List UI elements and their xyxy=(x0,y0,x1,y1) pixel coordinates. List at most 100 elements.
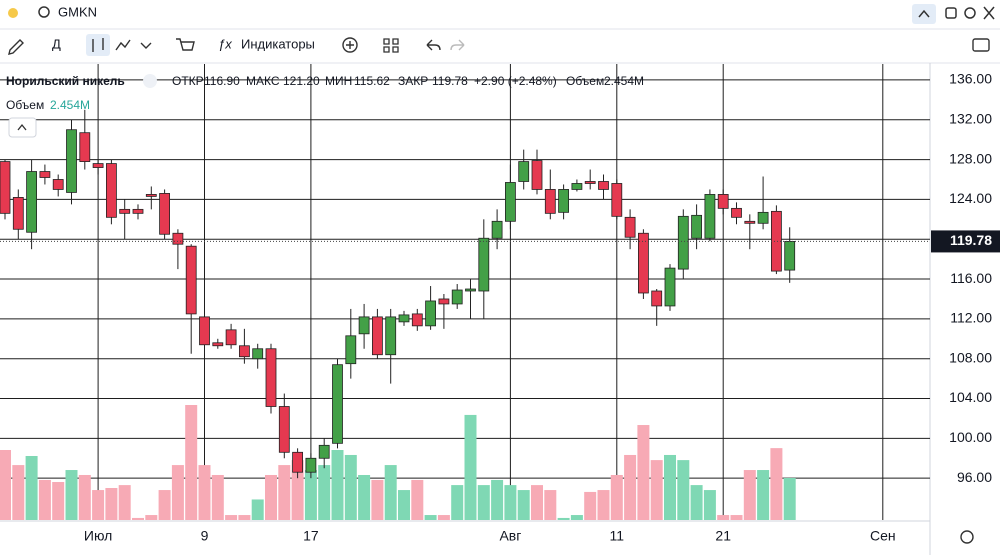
volume-bar xyxy=(38,479,51,520)
volume-bar xyxy=(304,470,317,520)
volume-bar xyxy=(531,485,543,520)
candle-body xyxy=(677,215,689,270)
collapse-icon xyxy=(918,9,930,18)
last-price-tag xyxy=(931,230,1000,253)
volume-bar xyxy=(584,491,597,520)
y-tick-label: 132.00 xyxy=(949,110,992,126)
candles-button[interactable] xyxy=(86,34,110,56)
x-tick-label: Сен xyxy=(870,528,896,544)
candle-body xyxy=(598,181,609,190)
chart-type-menu[interactable] xyxy=(140,42,152,49)
legend-open: 116.90 xyxy=(204,74,240,88)
legend-low: 115.62 xyxy=(354,74,390,88)
candle-body xyxy=(106,163,117,218)
candle-body xyxy=(305,457,317,473)
legend-high-label: МАКС xyxy=(246,74,280,88)
y-tick-label: 124.00 xyxy=(949,190,992,206)
volume-bar xyxy=(597,490,610,520)
legend-dot[interactable] xyxy=(143,74,157,88)
volume-bar xyxy=(52,482,65,520)
volume-bar xyxy=(225,515,238,520)
status-dot xyxy=(8,8,18,18)
settings-button[interactable] xyxy=(964,7,976,19)
interval-button[interactable]: Д xyxy=(52,36,61,51)
legend-high: 121.20 xyxy=(283,74,320,88)
y-tick-label: 104.00 xyxy=(949,389,992,405)
candle-body xyxy=(172,232,184,245)
draw-tool[interactable] xyxy=(8,39,24,55)
candle-body xyxy=(225,329,237,346)
candle-body xyxy=(624,216,636,238)
candle-body xyxy=(465,288,476,292)
candle-body xyxy=(79,132,91,162)
add-button[interactable] xyxy=(342,37,358,53)
candles-icon xyxy=(92,38,104,52)
axis-settings[interactable] xyxy=(960,530,974,544)
search-icon[interactable] xyxy=(38,6,50,18)
candle-body xyxy=(571,183,583,190)
volume-bar xyxy=(371,479,384,520)
close-button[interactable] xyxy=(983,6,995,20)
volume-bar xyxy=(757,470,770,520)
y-tick-label: 116.00 xyxy=(950,270,992,286)
volume-bar xyxy=(491,479,504,520)
undo-button[interactable] xyxy=(426,39,441,51)
layout-button[interactable] xyxy=(383,38,399,53)
legend-change: +2.90 (+2.48%) xyxy=(474,74,557,88)
legend-close-label: ЗАКР xyxy=(398,74,428,88)
window-button[interactable] xyxy=(945,7,957,19)
search-text[interactable]: GMKN xyxy=(58,4,97,19)
redo-button[interactable] xyxy=(450,39,465,51)
x-tick-label: 17 xyxy=(303,528,319,544)
y-tick-label: 96.00 xyxy=(957,469,992,485)
volume-bar xyxy=(411,479,424,520)
volume-bar xyxy=(65,470,78,520)
volume-bar xyxy=(743,470,756,520)
legend-close: 119.78 xyxy=(432,74,468,88)
candle-body xyxy=(518,161,530,182)
volume-bar xyxy=(783,478,796,520)
collapse-button[interactable] xyxy=(912,4,936,24)
candle-body xyxy=(26,171,38,233)
x-tick-label: Июл xyxy=(84,528,112,544)
volume-bar xyxy=(211,474,224,520)
volume-bar xyxy=(437,515,450,520)
candle-body xyxy=(199,316,210,346)
y-tick-label: 100.00 xyxy=(949,429,992,445)
volume-bar xyxy=(251,499,264,520)
candle-body xyxy=(691,214,702,239)
legend-low-label: МИН xyxy=(325,74,352,88)
candle-body xyxy=(504,182,516,222)
trade-button[interactable] xyxy=(176,38,195,51)
candle-body xyxy=(478,237,490,292)
candle-body xyxy=(371,316,383,356)
candle-body xyxy=(39,171,51,178)
plot xyxy=(0,64,930,520)
candle-body xyxy=(784,241,796,271)
legend: Норильский никель ОТКР 116.90 МАКС 121.2… xyxy=(6,74,644,138)
collapse-legend[interactable] xyxy=(8,117,37,138)
y-tick-label: 112.00 xyxy=(950,310,992,326)
volume-label: Объем xyxy=(6,98,44,112)
symbol-name: Норильский никель xyxy=(6,74,125,88)
volume-bar xyxy=(105,487,118,520)
volume-bar xyxy=(318,465,331,520)
volume-bar xyxy=(398,490,410,520)
candle-body xyxy=(0,161,11,214)
volume-bar xyxy=(544,490,557,520)
candle-body xyxy=(638,232,649,294)
snapshot-button[interactable] xyxy=(972,38,990,52)
candle-body xyxy=(265,348,277,407)
volume-bar xyxy=(92,490,105,520)
volume-bar xyxy=(291,460,304,520)
volume-bar xyxy=(610,474,623,520)
candle-body xyxy=(491,220,503,239)
indicators-button[interactable]: Индикаторы xyxy=(241,36,315,51)
area-button[interactable] xyxy=(115,39,131,51)
x-tick-label: Авг xyxy=(499,528,521,544)
candle-body xyxy=(345,335,357,365)
volume-bar xyxy=(145,515,158,520)
candle-body xyxy=(12,197,24,230)
candle-body xyxy=(332,364,343,444)
